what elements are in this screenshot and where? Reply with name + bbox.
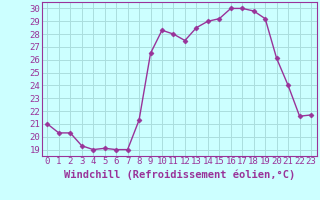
X-axis label: Windchill (Refroidissement éolien,°C): Windchill (Refroidissement éolien,°C) <box>64 169 295 180</box>
